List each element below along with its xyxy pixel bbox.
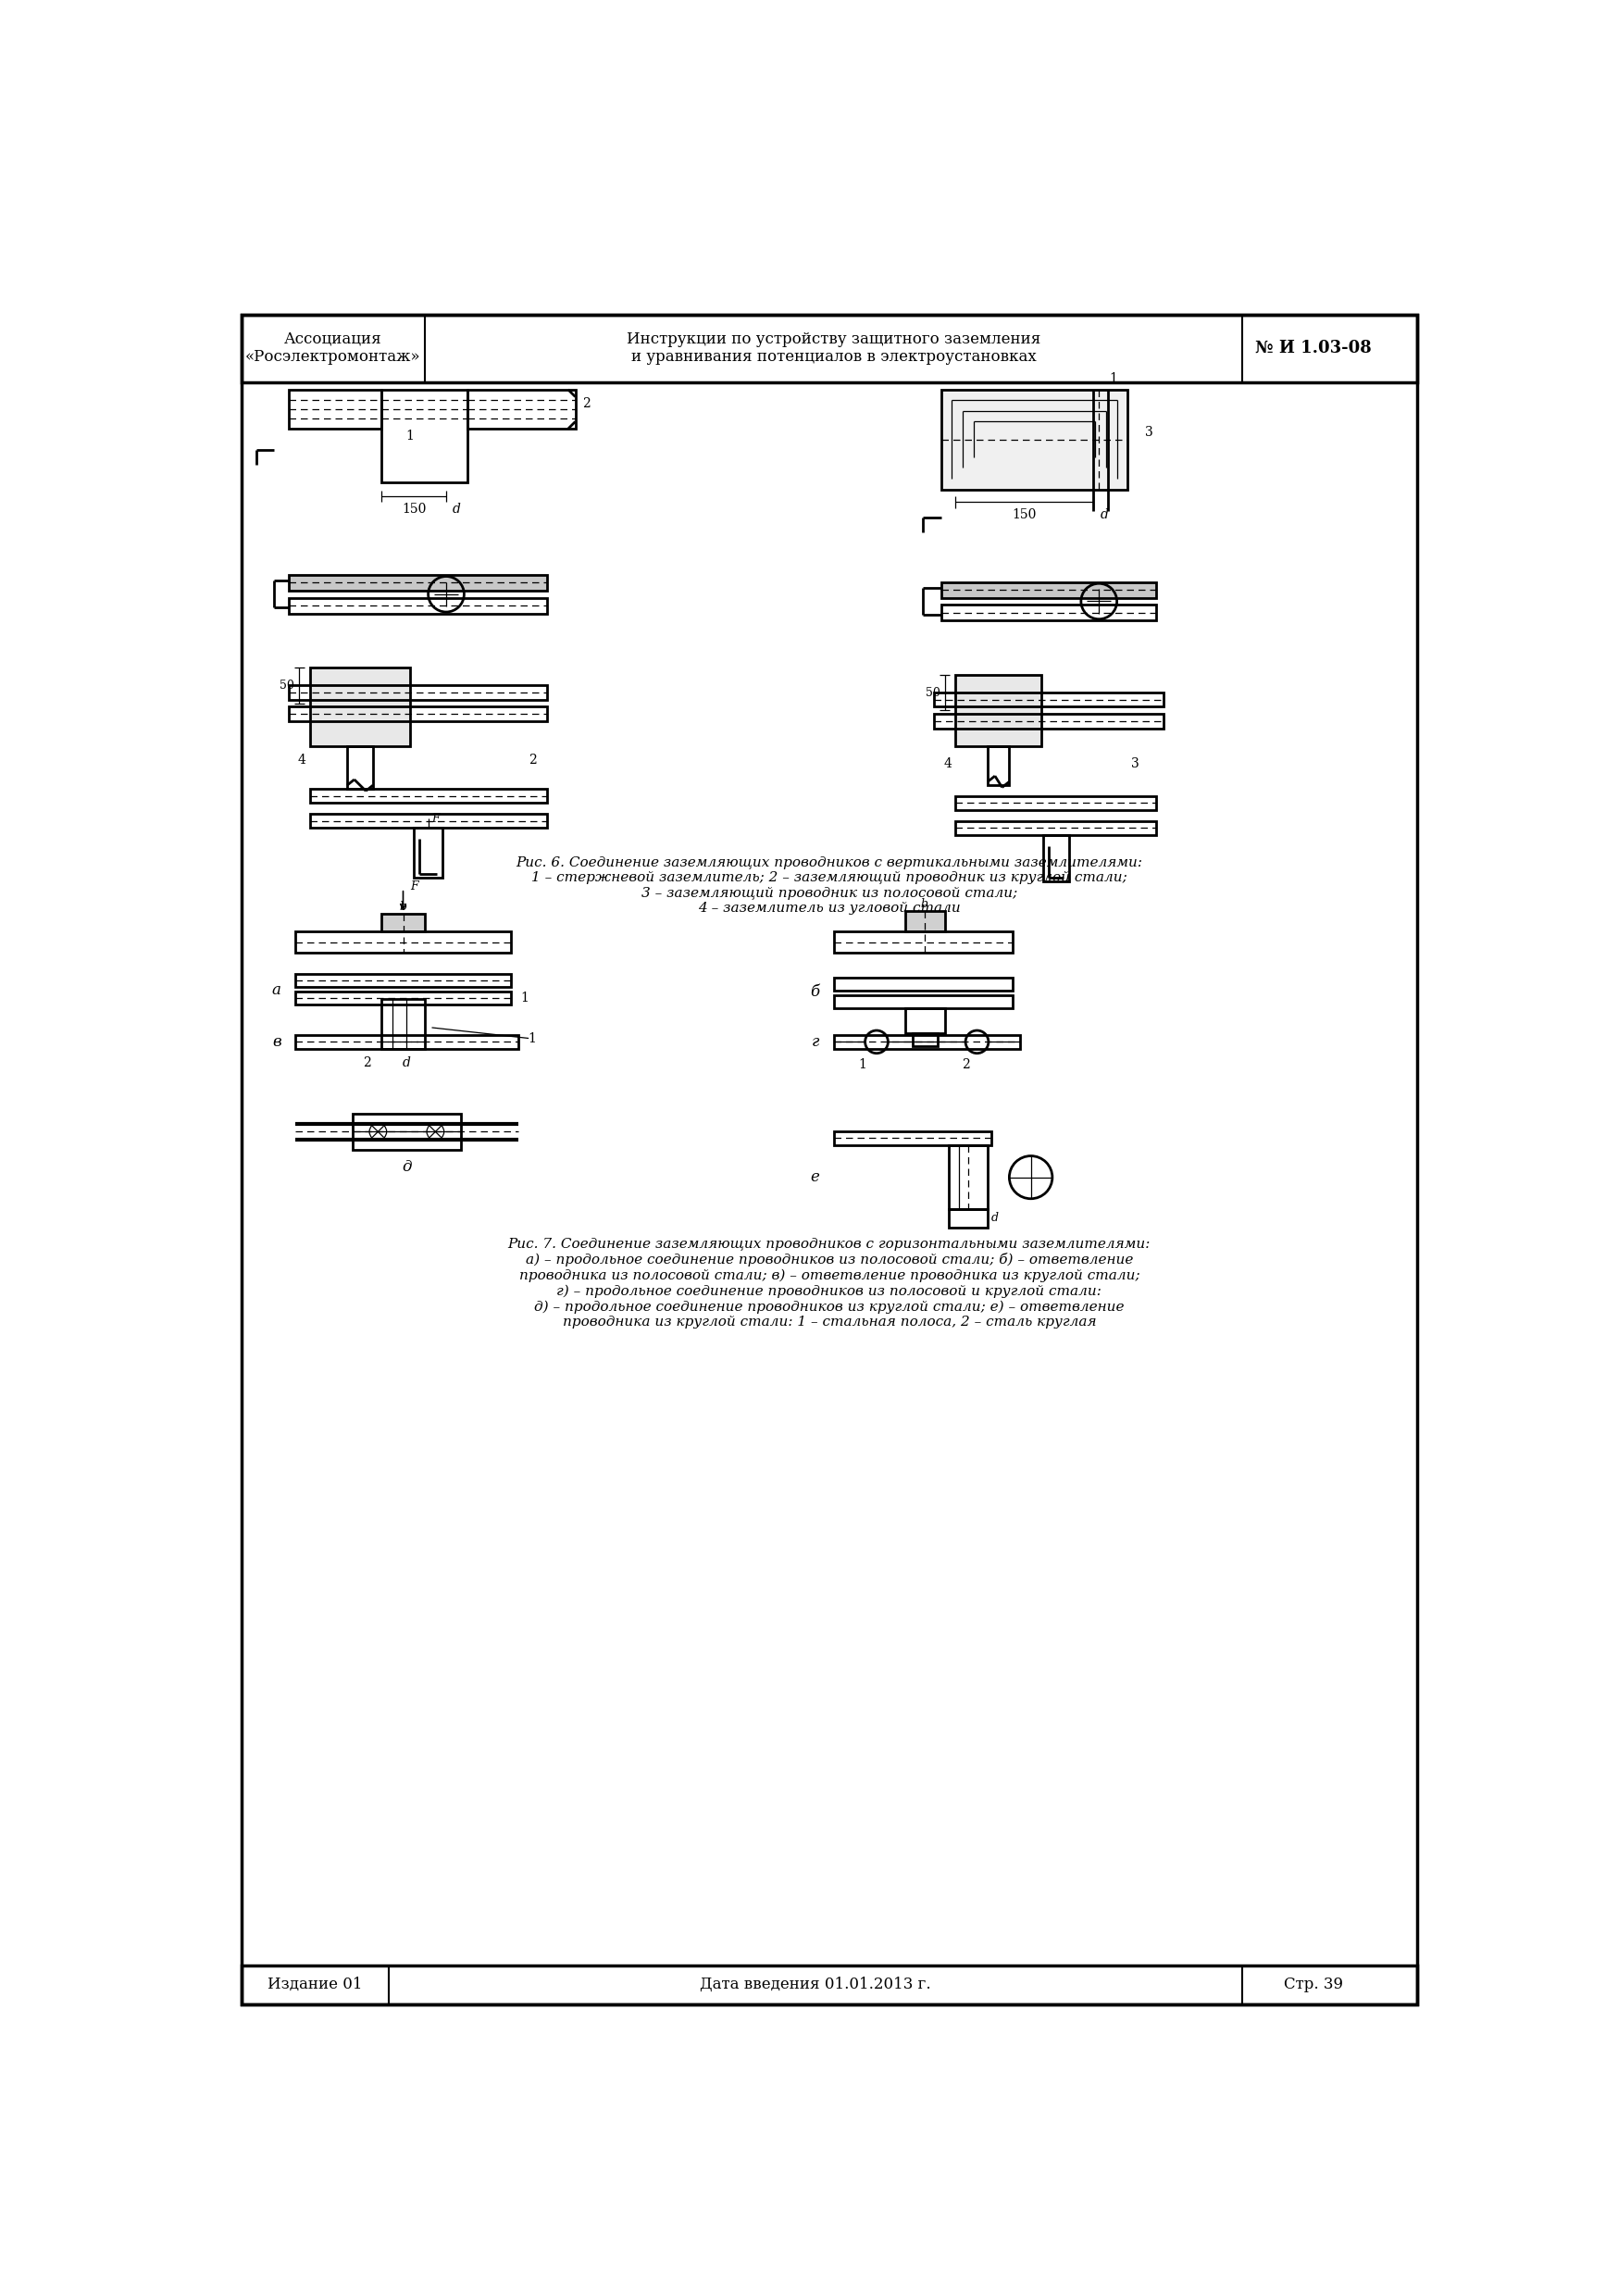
Bar xyxy=(948,1146,987,1210)
Bar xyxy=(353,1114,461,1150)
Text: г: г xyxy=(812,1033,819,1049)
Bar xyxy=(288,597,547,613)
Text: 2: 2 xyxy=(362,1056,371,1070)
Text: 150: 150 xyxy=(1013,510,1037,521)
Bar xyxy=(348,746,374,790)
Bar xyxy=(241,1965,1417,2004)
Bar xyxy=(904,1008,945,1033)
Text: d: d xyxy=(1100,510,1108,521)
Bar xyxy=(934,693,1163,707)
Text: № И 1.03-08: № И 1.03-08 xyxy=(1256,340,1372,356)
Bar xyxy=(833,932,1013,953)
Text: 3: 3 xyxy=(1131,758,1139,771)
Bar xyxy=(833,978,1013,990)
Text: d: d xyxy=(403,1056,411,1070)
Text: в: в xyxy=(272,1033,282,1049)
Bar xyxy=(414,829,443,877)
Bar xyxy=(288,707,547,721)
Text: 1: 1 xyxy=(527,1031,536,1045)
Bar xyxy=(382,999,424,1049)
Text: F: F xyxy=(432,813,440,824)
Bar xyxy=(311,813,547,829)
Text: d: d xyxy=(453,503,461,517)
Bar xyxy=(904,912,945,932)
Text: Рис. 6. Соединение заземляющих проводников с вертикальными заземлителями:
1 – ст: Рис. 6. Соединение заземляющих проводник… xyxy=(516,856,1142,914)
Text: Инструкции по устройству защитного заземления
и уравнивания потенциалов в электр: Инструкции по устройству защитного зазем… xyxy=(626,331,1040,365)
Text: 1: 1 xyxy=(1110,372,1118,386)
Text: 4: 4 xyxy=(298,753,306,767)
Bar xyxy=(288,574,547,590)
Bar xyxy=(948,1210,987,1226)
Text: д: д xyxy=(401,1159,411,1176)
Bar xyxy=(833,1132,992,1146)
Bar xyxy=(942,390,1128,489)
Bar xyxy=(288,390,382,429)
Text: 4: 4 xyxy=(943,758,951,771)
Bar xyxy=(382,390,468,482)
Bar xyxy=(296,1035,518,1049)
Text: d: d xyxy=(992,1212,998,1224)
Bar xyxy=(987,746,1010,785)
Text: 2: 2 xyxy=(527,753,536,767)
Text: Дата введения 01.01.2013 г.: Дата введения 01.01.2013 г. xyxy=(701,1977,930,1993)
Bar xyxy=(241,315,1417,383)
Text: 2: 2 xyxy=(582,397,591,411)
Text: 1: 1 xyxy=(858,1058,866,1072)
Bar xyxy=(942,604,1157,620)
Bar xyxy=(288,687,547,700)
Bar xyxy=(956,797,1157,810)
Text: b: b xyxy=(400,900,406,912)
Text: 50: 50 xyxy=(925,687,940,698)
Text: 1: 1 xyxy=(406,429,414,443)
Bar xyxy=(311,790,547,804)
Bar xyxy=(296,992,511,1006)
Text: а: а xyxy=(272,983,282,999)
Text: 2: 2 xyxy=(963,1058,971,1072)
Bar xyxy=(833,996,1013,1008)
Bar xyxy=(913,1033,937,1047)
Bar xyxy=(942,583,1157,597)
Bar xyxy=(956,822,1157,836)
Text: Ассоциация
«Росэлектромонтаж»: Ассоциация «Росэлектромонтаж» xyxy=(244,331,421,365)
Text: б: б xyxy=(811,985,819,999)
Bar xyxy=(296,932,511,953)
Bar xyxy=(1044,836,1069,882)
Bar xyxy=(934,714,1163,728)
Text: е: е xyxy=(811,1169,819,1185)
Bar xyxy=(468,390,576,429)
Bar xyxy=(833,1035,1019,1049)
Text: 150: 150 xyxy=(401,503,426,517)
Bar xyxy=(311,668,411,746)
Text: F: F xyxy=(409,879,417,893)
Bar xyxy=(956,675,1042,746)
Bar xyxy=(296,974,511,987)
Text: 50: 50 xyxy=(280,680,294,691)
Text: b: b xyxy=(921,898,929,909)
Text: 3: 3 xyxy=(1146,425,1154,439)
Text: Стр. 39: Стр. 39 xyxy=(1283,1977,1343,1993)
Text: Рис. 7. Соединение заземляющих проводников с горизонтальными заземлителями:
а) –: Рис. 7. Соединение заземляющих проводник… xyxy=(508,1238,1150,1329)
Text: 1: 1 xyxy=(521,992,529,1006)
Text: Издание 01: Издание 01 xyxy=(267,1977,362,1993)
Bar xyxy=(382,914,424,932)
